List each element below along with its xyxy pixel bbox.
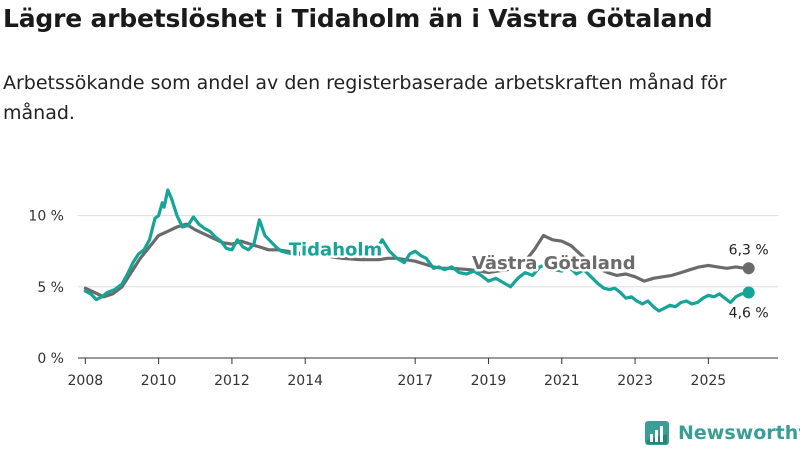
x-tick-label: 2023 [617,373,653,389]
series-label-tidaholm: Tidaholm [289,239,383,260]
x-tick-label: 2019 [471,373,507,389]
chart-subtitle: Arbetssökande som andel av den registerb… [3,72,727,124]
brand[interactable]: Newsworthy [644,420,800,446]
end-point-vastra-gotaland [742,262,755,275]
series-line-tidaholm [83,188,751,313]
x-tick-label: 2010 [141,373,177,389]
series-label-vastra-gotaland-halo: Västra Götaland [472,253,636,274]
x-tick-label: 2017 [397,373,433,389]
x-tick-label: 2008 [68,373,104,389]
x-tick-label: 2021 [544,373,580,389]
y-tick-label: 5 % [37,280,64,296]
series-label-vastra-gotaland: Västra Götaland [472,253,636,274]
newsworthy-logo-icon [645,421,669,445]
x-tick-label: 2014 [287,373,323,389]
brand-name: Newsworthy [678,422,800,444]
x-tick-label: 2025 [691,373,727,389]
end-point-tidaholm [742,286,755,299]
series-line-vastra-gotaland [83,222,751,299]
x-tick-label: 2012 [214,373,250,389]
chart-title: Lägre arbetslöshet i Tidaholm än i Västr… [3,4,713,33]
end-label-tidaholm: 4,6 % [729,305,769,321]
series-label-tidaholm-halo: Tidaholm [289,239,383,260]
y-tick-label: 10 % [28,209,64,225]
y-tick-label: 0 % [37,351,64,367]
end-label-vastra-gotaland: 6,3 % [729,242,769,258]
